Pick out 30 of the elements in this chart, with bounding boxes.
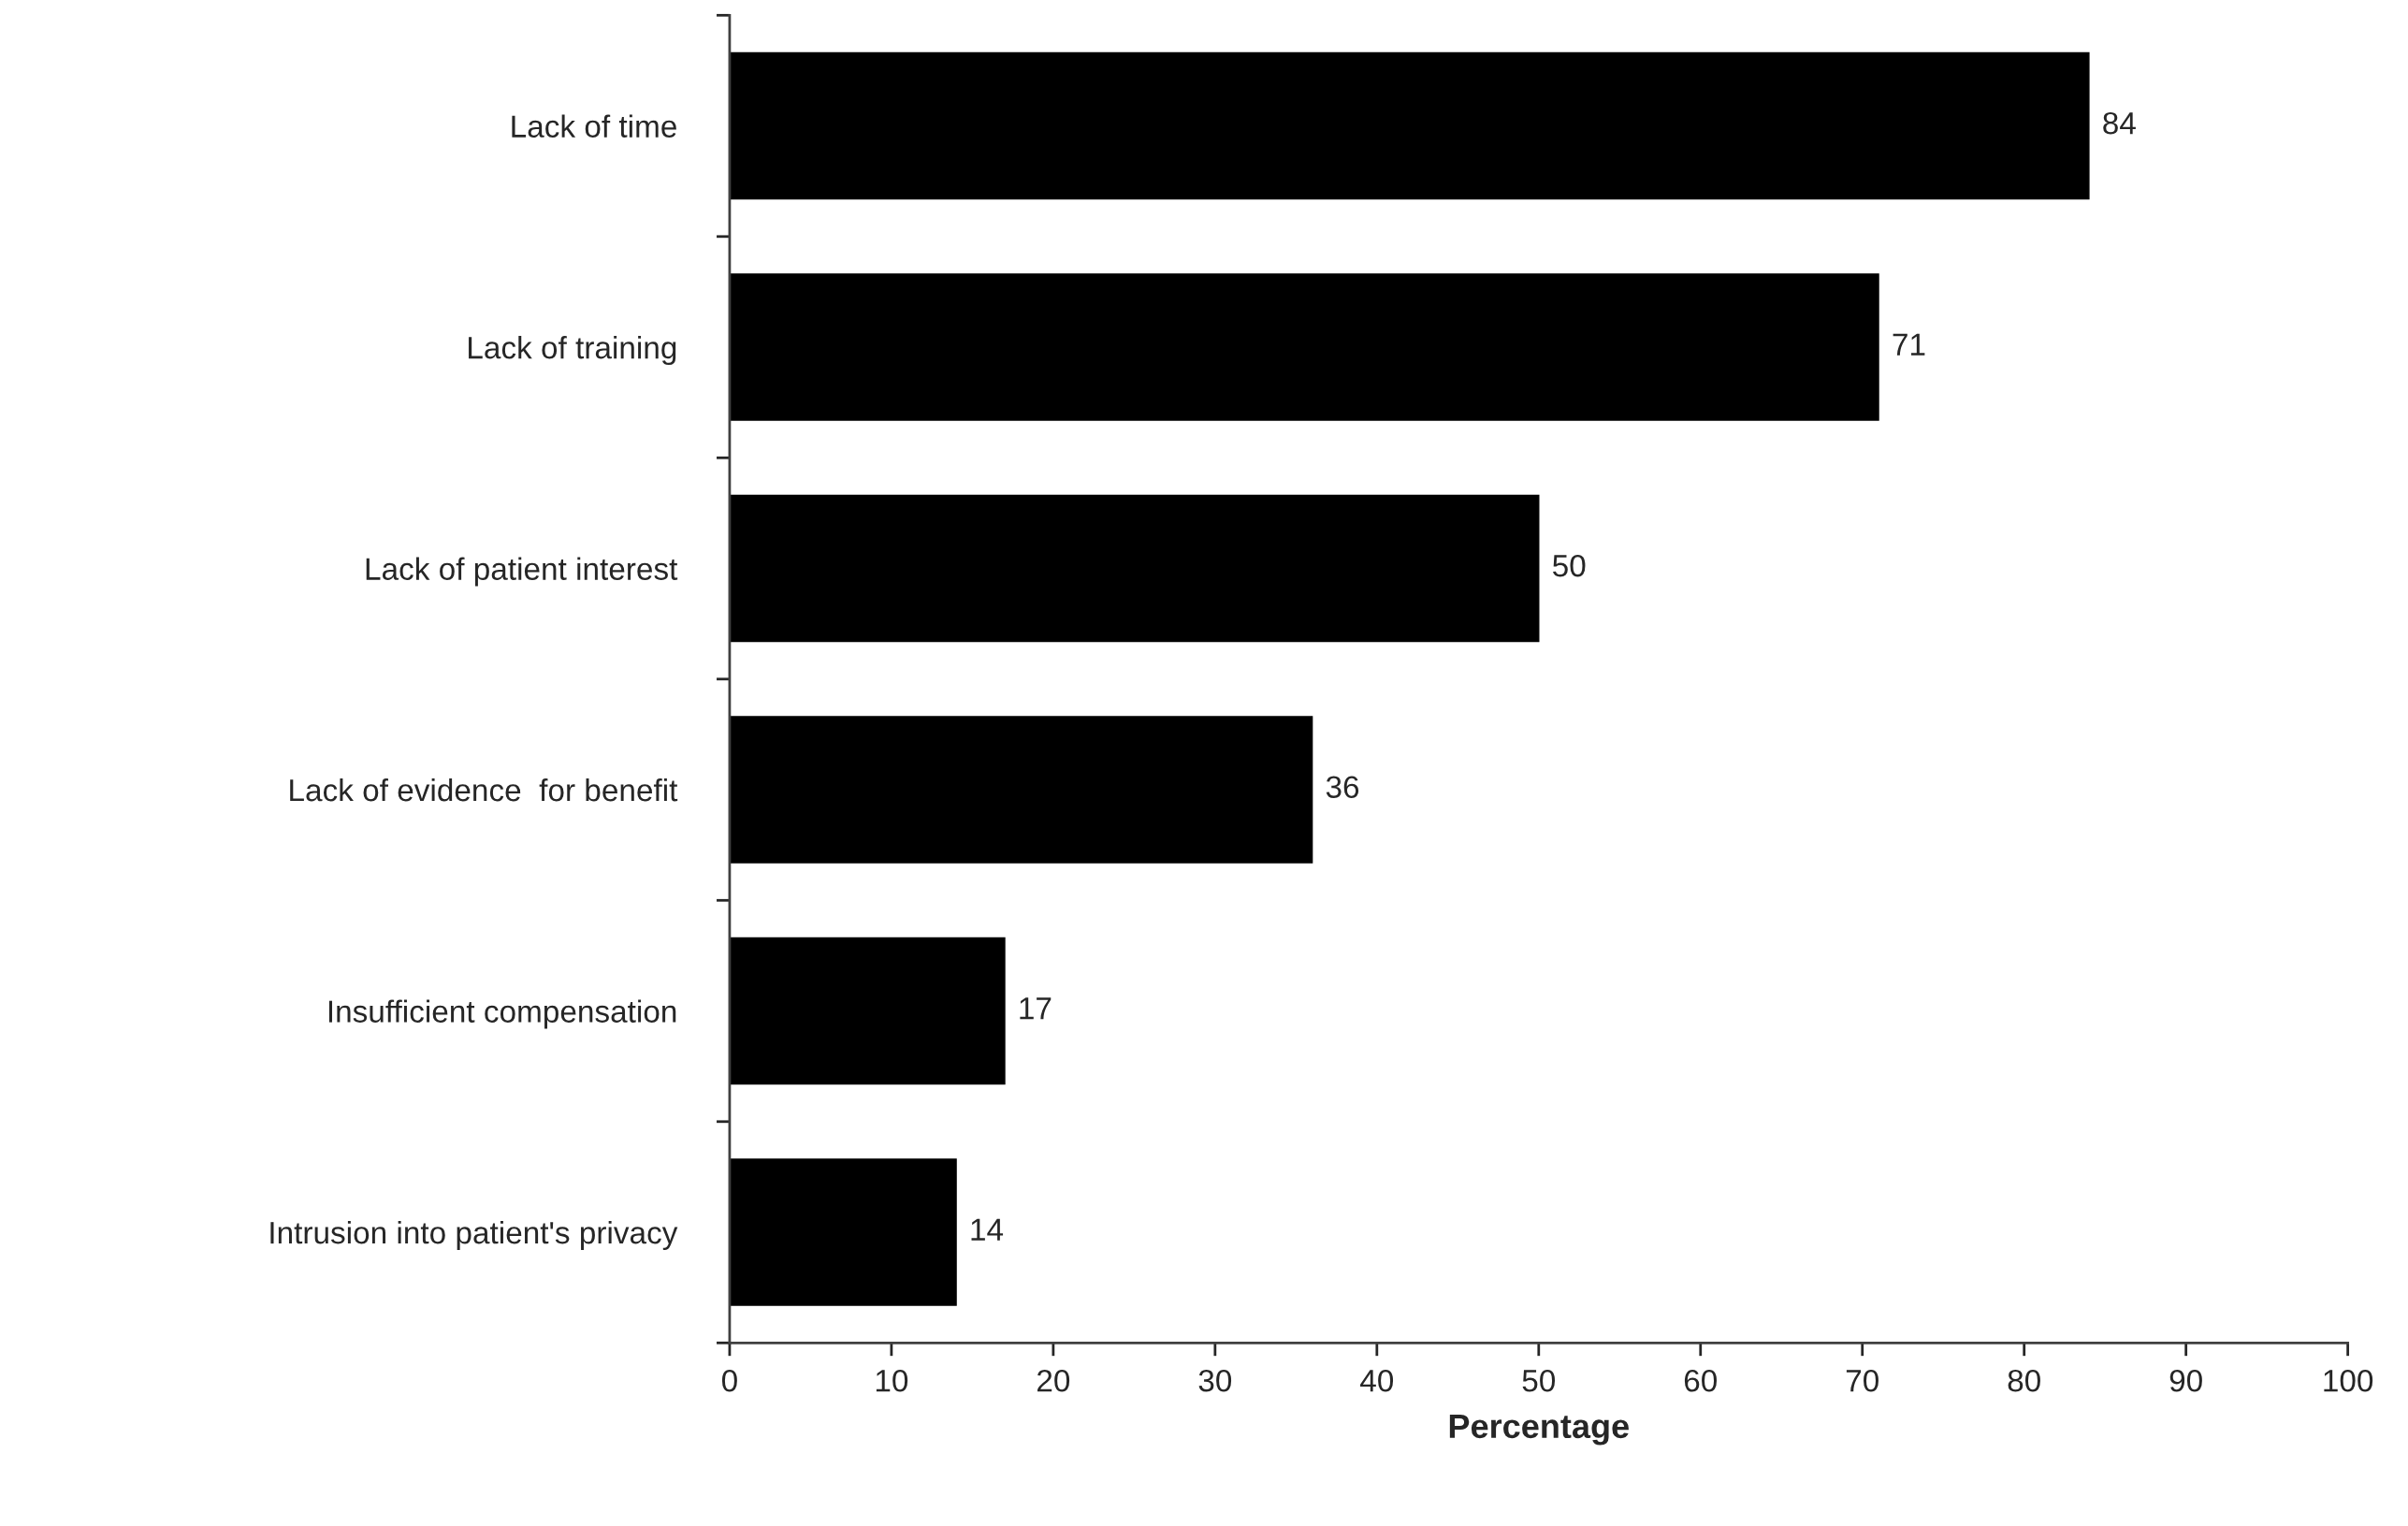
x-tick-label: 90 [2169,1369,2202,1392]
x-tick-label: 50 [1522,1369,1556,1392]
bar [729,51,2090,200]
x-tick-label: 80 [2008,1369,2040,1392]
y-tick-label: Lack of evidence for benefit [290,778,678,802]
x-tick-label: 30 [1198,1369,1232,1392]
x-tick-label: 10 [876,1369,908,1392]
x-tick-label: 20 [1037,1369,1070,1392]
bar [729,1158,957,1306]
y-tick-label: Lack of patient interest [366,557,678,587]
x-tick-label: 100 [2324,1369,2373,1392]
bar [729,716,1313,864]
data-label: 71 [1893,333,1925,356]
x-tick-label: 70 [1846,1369,1879,1392]
bar [729,494,1540,643]
data-label: 50 [1553,554,1586,577]
x-tick-label: 60 [1684,1369,1717,1392]
bar [729,937,1006,1085]
data-label: 84 [2103,111,2136,135]
data-label: 14 [971,1218,1004,1241]
data-label: 17 [1020,997,1052,1020]
x-tick-label: 0 [721,1369,737,1392]
data-label: 36 [1326,776,1359,798]
x-axis-title: Percentage [1449,1414,1629,1446]
bar [729,273,1879,421]
y-tick-label: Insufficient compensation [328,999,676,1029]
y-tick-label: Lack of time [512,114,676,138]
y-tick-label: Lack of training [469,335,676,366]
y-tick-label: Intrusion into patient's privacy [270,1220,678,1251]
x-tick-label: 40 [1360,1369,1394,1392]
